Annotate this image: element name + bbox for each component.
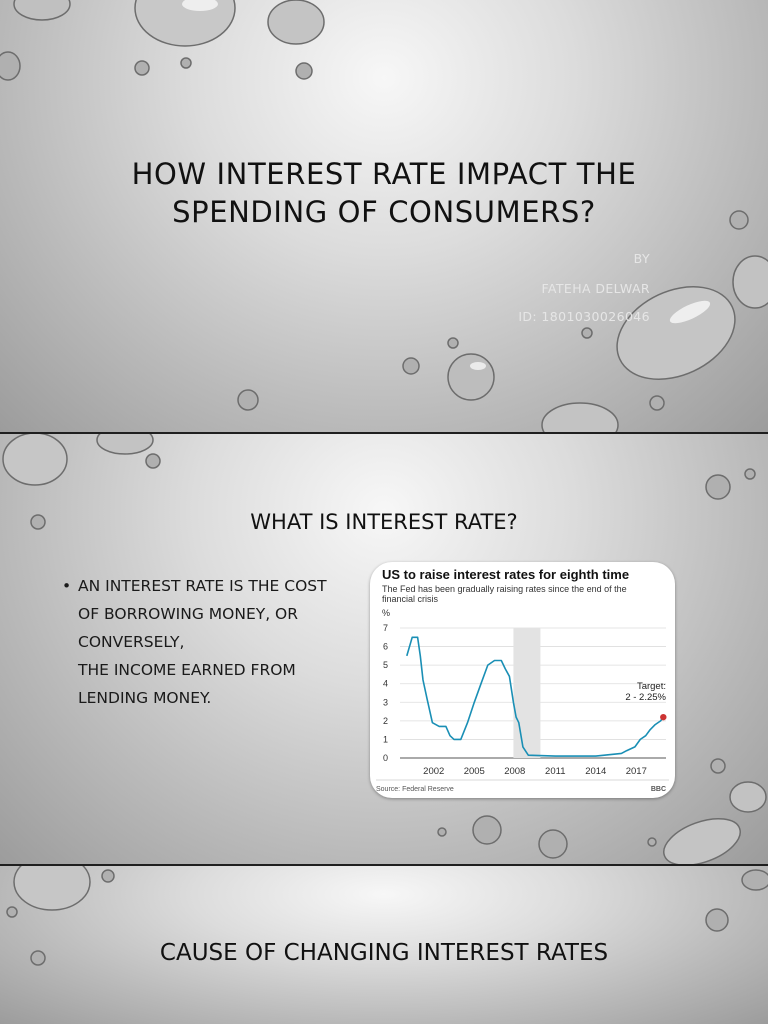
annotation-target: Target:	[637, 681, 666, 692]
author-name: FATEHA DELWAR	[541, 281, 650, 296]
chart-subtitle-1: The Fed has been gradually raising rates…	[382, 584, 627, 594]
slide-heading: WHAT IS INTEREST RATE?	[250, 510, 518, 534]
y-axis-unit: %	[382, 608, 390, 618]
definition-slide: WHAT IS INTEREST RATE? • AN INTEREST RAT…	[0, 434, 768, 864]
bullet-text: AN INTEREST RATE IS THE COST OF BORROWIN…	[78, 577, 327, 707]
interest-rate-chart: US to raise interest rates for eighth ti…	[370, 562, 675, 798]
y-tick-label: 1	[383, 734, 388, 744]
title-line-1: HOW INTEREST RATE IMPACT THE	[131, 157, 637, 191]
chart-source: Source: Federal Reserve	[376, 786, 454, 793]
x-tick-label: 2017	[626, 766, 647, 777]
y-tick-label: 0	[383, 753, 388, 763]
x-tick-label: 2005	[464, 766, 485, 777]
x-tick-label: 2002	[423, 766, 444, 777]
chart-title: US to raise interest rates for eighth ti…	[382, 567, 629, 582]
series-line-fed-rate	[406, 636, 664, 757]
y-tick-label: 2	[383, 716, 388, 726]
y-tick-labels: 0 1 2 3 4 5 6 7	[383, 623, 388, 763]
y-tick-label: 4	[383, 679, 388, 689]
y-tick-label: 3	[383, 697, 388, 707]
presentation-title: HOW INTEREST RATE IMPACT THE SPENDING OF…	[60, 155, 708, 231]
y-tick-label: 6	[383, 642, 388, 652]
series-end-point	[660, 713, 667, 721]
y-tick-label: 7	[383, 623, 388, 633]
x-tick-label: 2008	[504, 766, 525, 777]
bullet-definition: • AN INTEREST RATE IS THE COST OF BORROW…	[62, 572, 362, 712]
chart-canvas: US to raise interest rates for eighth ti…	[376, 567, 669, 793]
chart-logo: BBC	[651, 786, 666, 793]
x-tick-label: 2011	[545, 766, 565, 777]
title-line-2: SPENDING OF CONSUMERS?	[172, 195, 596, 229]
x-tick-labels: 2002 2005 2008 2011 2014 2017	[423, 766, 647, 777]
recession-shading	[513, 628, 541, 758]
annotation-target-range: 2 - 2.25%	[625, 692, 666, 703]
student-id: ID: 1801030026046	[518, 309, 650, 324]
y-tick-label: 5	[383, 660, 388, 670]
cause-slide: CAUSE OF CHANGING INTEREST RATES	[0, 866, 768, 1024]
slide-heading: CAUSE OF CHANGING INTEREST RATES	[159, 940, 609, 966]
title-slide: HOW INTEREST RATE IMPACT THE SPENDING OF…	[0, 0, 768, 432]
x-tick-label: 2014	[585, 766, 606, 777]
bullet-marker: •	[62, 577, 72, 595]
chart-subtitle-2: financial crisis	[382, 594, 439, 604]
byline-by: BY	[633, 251, 650, 266]
